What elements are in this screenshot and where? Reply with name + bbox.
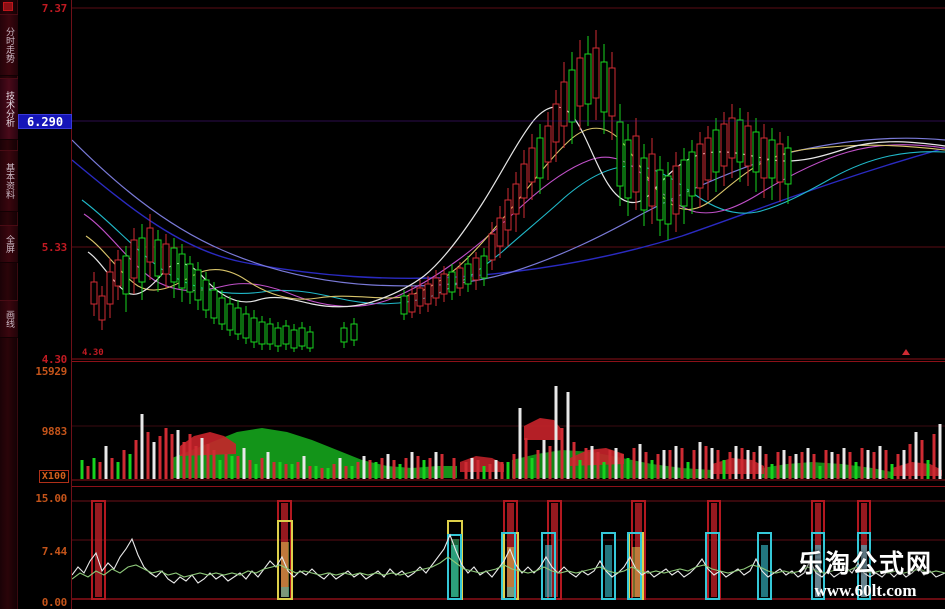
panel-divider <box>72 361 945 362</box>
volume-canvas[interactable] <box>72 362 945 487</box>
price-axis-tick-mid: 5.33 <box>41 241 68 254</box>
price-chart-panel[interactable]: ■金地集团日线MA(5, 10, 20, 30, 60, 120)MA5:6.8… <box>72 0 945 362</box>
close-button[interactable] <box>3 2 13 11</box>
oscillator-canvas[interactable] <box>72 487 945 609</box>
sidebar-item-jiben[interactable]: 基本资料 <box>0 150 18 212</box>
sidebar-item-label: 基本资料 <box>4 163 14 199</box>
vol-axis-scale-box[interactable]: X100 <box>38 470 69 483</box>
osc-axis-tick-high: 15.00 <box>35 492 67 505</box>
price-axis-tick-low: 4.30 <box>41 353 68 366</box>
oscillator-chart-panel[interactable]: ■魔鬼出山ZF:3.540↓ZFMT:4.392↓ZG1:0.000,ZG2:0… <box>72 487 945 609</box>
osc-axis-tick-mid: 7.44 <box>41 545 68 558</box>
sidebar-item-label: 全屏 <box>4 235 14 253</box>
sidebar-item-fenshi[interactable]: 分时走势 <box>0 14 18 76</box>
sidebar-item-quanping[interactable]: 全屏 <box>0 225 18 263</box>
scroll-marker-icon <box>902 349 910 355</box>
value-axis-column: 7.37 6.290 5.33 4.30 15929 9883 X100 15.… <box>18 0 72 609</box>
vol-axis-tick-high: 15929 <box>35 365 67 378</box>
candlestick-canvas[interactable] <box>72 0 945 362</box>
osc-axis-tick-low: 0.00 <box>41 596 68 609</box>
sidebar-item-label: 画线 <box>4 310 14 328</box>
sidebar-item-label: 技术分析 <box>4 91 14 127</box>
sidebar-item-jishu[interactable]: 技术分析 <box>0 78 18 140</box>
panel-divider <box>72 486 945 487</box>
price-axis-current[interactable]: 6.290 <box>18 114 72 129</box>
price-axis-tick-high: 7.37 <box>41 2 68 15</box>
chart-stack: ■金地集团日线MA(5, 10, 20, 30, 60, 120)MA5:6.8… <box>72 0 945 609</box>
sidebar-item-label: 分时走势 <box>4 27 14 63</box>
price-low-label: 4.30 <box>82 348 104 358</box>
vol-axis-tick-mid: 9883 <box>41 425 68 438</box>
left-tab-rail: 分时走势 技术分析 基本资料 全屏 画线 <box>0 0 18 609</box>
volume-chart-panel[interactable]: ■VOL360434.000↓主买205982.281↓主卖:-154471.7… <box>72 362 945 487</box>
sidebar-item-huaxian[interactable]: 画线 <box>0 300 18 338</box>
